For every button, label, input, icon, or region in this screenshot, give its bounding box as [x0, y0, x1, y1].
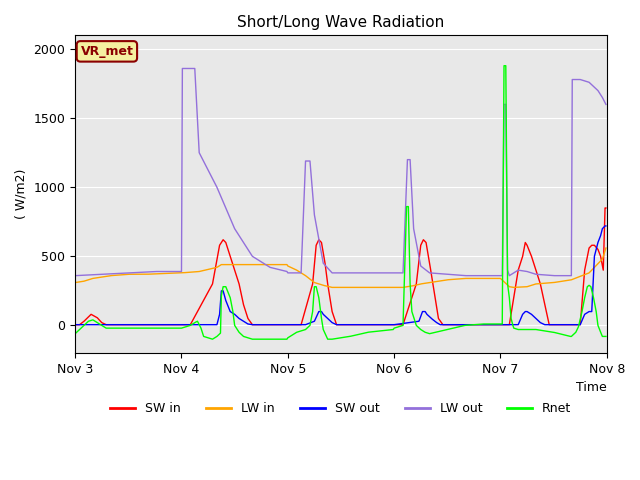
LW out [209, 176, 216, 181]
SW out [312, 316, 319, 322]
Text: VR_met: VR_met [81, 45, 133, 58]
SW in [71, 322, 79, 327]
LW in [328, 285, 336, 290]
SW in [601, 205, 609, 211]
SW out [601, 223, 609, 229]
Rnet [312, 284, 320, 289]
Rnet [427, 331, 435, 336]
LW out [602, 101, 610, 107]
SW in [602, 205, 610, 211]
SW in [165, 322, 173, 327]
Rnet [602, 334, 610, 339]
SW out [208, 322, 216, 327]
Legend: SW in, LW in, SW out, LW out, Rnet: SW in, LW in, SW out, LW out, Rnet [106, 397, 577, 420]
SW out [602, 223, 610, 229]
LW in [312, 280, 319, 286]
Line: SW out: SW out [75, 226, 606, 324]
SW in [471, 322, 479, 327]
SW out [426, 314, 433, 320]
LW out [179, 66, 186, 72]
Rnet [385, 327, 393, 333]
LW in [165, 270, 173, 276]
X-axis label: Time: Time [576, 381, 607, 394]
SW in [426, 260, 433, 266]
SW in [208, 283, 216, 288]
LW in [385, 285, 393, 290]
Line: Rnet: Rnet [75, 66, 606, 339]
Title: Short/Long Wave Radiation: Short/Long Wave Radiation [237, 15, 445, 30]
LW out [312, 222, 320, 228]
Rnet [71, 331, 79, 336]
LW out [427, 270, 435, 276]
Rnet [209, 336, 216, 342]
LW in [208, 266, 216, 272]
SW out [165, 322, 173, 327]
LW out [71, 273, 79, 278]
Rnet [472, 322, 479, 327]
SW out [384, 322, 392, 327]
LW out [385, 270, 393, 276]
Line: LW out: LW out [75, 69, 606, 276]
Line: LW in: LW in [75, 248, 606, 288]
Rnet [500, 63, 508, 69]
Y-axis label: ( W/m2): ( W/m2) [15, 169, 28, 219]
SW out [71, 322, 79, 327]
LW out [472, 273, 479, 278]
SW in [384, 322, 392, 327]
LW in [71, 280, 79, 286]
LW out [165, 269, 173, 275]
Line: SW in: SW in [75, 208, 606, 324]
LW in [602, 245, 610, 251]
LW in [472, 276, 479, 281]
Rnet [165, 325, 173, 331]
SW out [471, 322, 479, 327]
SW in [312, 252, 319, 258]
Rnet [208, 336, 216, 342]
LW in [427, 279, 435, 285]
